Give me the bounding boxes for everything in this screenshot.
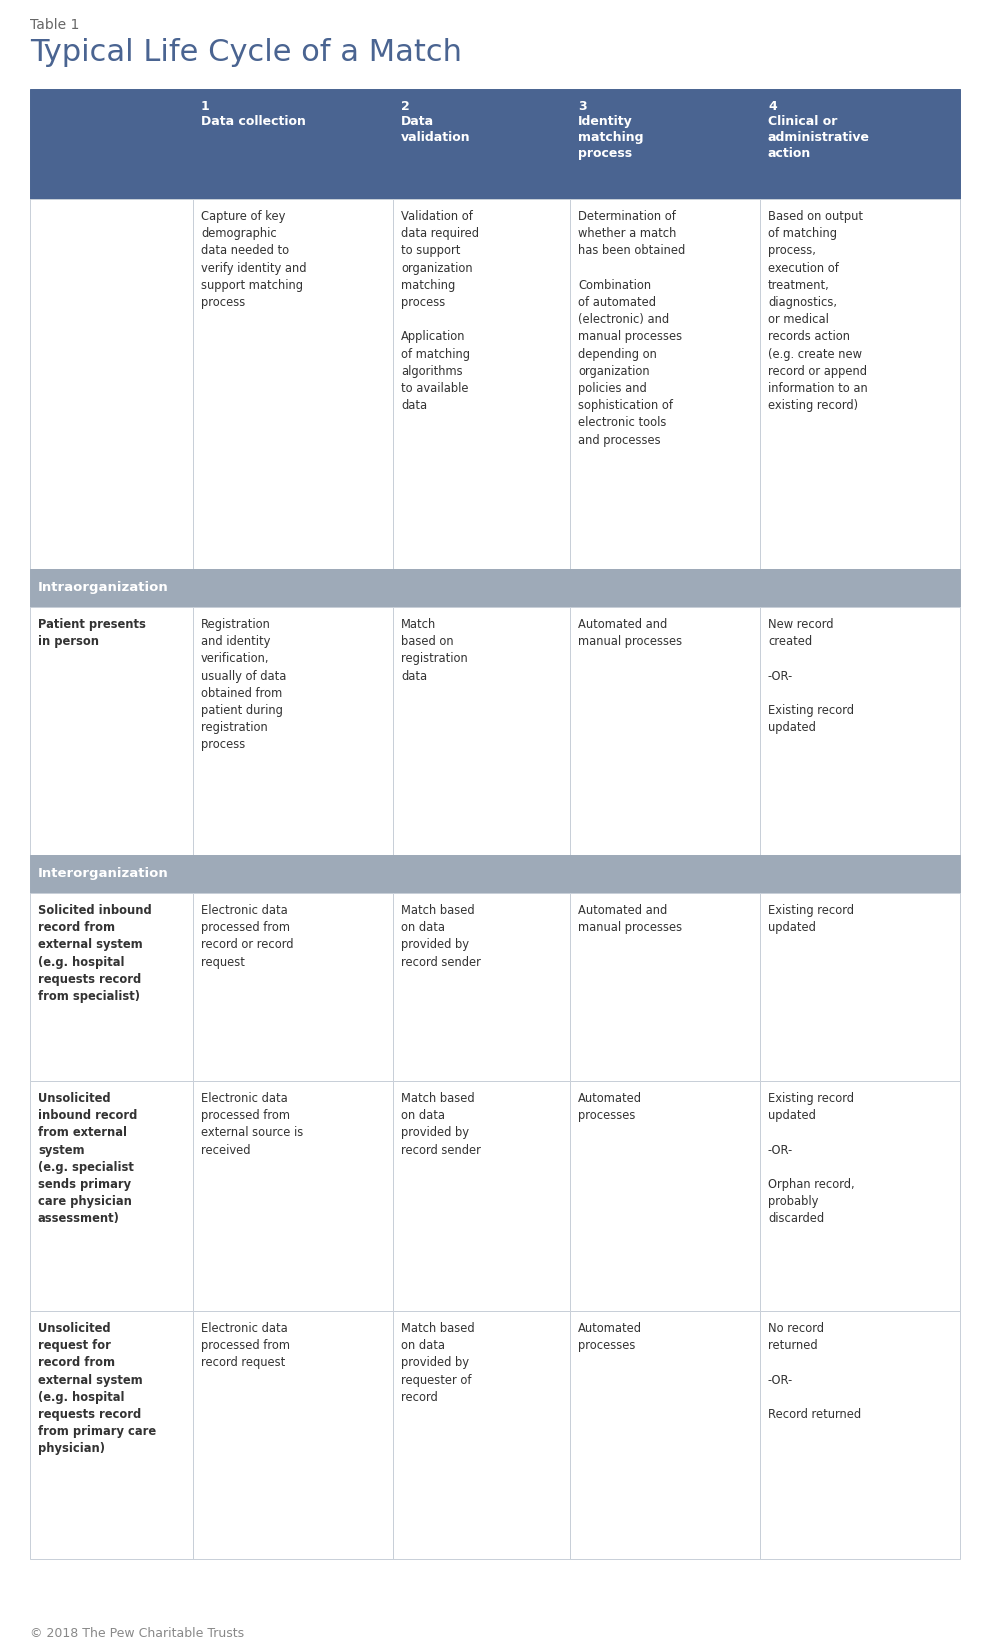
Text: Capture of key
demographic
data needed to
verify identity and
support matching
p: Capture of key demographic data needed t… — [201, 209, 307, 308]
Text: 2: 2 — [401, 101, 410, 114]
Text: New record
created

-OR-

Existing record
updated: New record created -OR- Existing record … — [768, 618, 854, 733]
Text: No record
returned

-OR-

Record returned: No record returned -OR- Record returned — [768, 1322, 861, 1421]
Text: Unsolicited
inbound record
from external
system
(e.g. specialist
sends primary
c: Unsolicited inbound record from external… — [38, 1091, 138, 1224]
Bar — [393, 1312, 570, 1559]
Text: 4: 4 — [768, 101, 777, 114]
Bar — [570, 1312, 760, 1559]
Text: Validation of
data required
to support
organization
matching
process

Applicatio: Validation of data required to support o… — [401, 209, 479, 412]
Text: Electronic data
processed from
record or record
request: Electronic data processed from record or… — [201, 903, 293, 967]
Text: Determination of
whether a match
has been obtained

Combination
of automated
(el: Determination of whether a match has bee… — [578, 209, 685, 447]
Text: Based on output
of matching
process,
execution of
treatment,
diagnostics,
or med: Based on output of matching process, exe… — [768, 209, 868, 412]
Text: © 2018 The Pew Charitable Trusts: © 2018 The Pew Charitable Trusts — [30, 1627, 245, 1640]
Bar — [193, 1312, 393, 1559]
Bar — [570, 1081, 760, 1312]
Text: Data
validation: Data validation — [401, 115, 470, 143]
Text: Table 1: Table 1 — [30, 18, 79, 31]
Bar — [760, 199, 960, 570]
Text: Automated
processes: Automated processes — [578, 1091, 642, 1122]
Bar — [30, 608, 193, 855]
Text: Existing record
updated

-OR-

Orphan record,
probably
discarded: Existing record updated -OR- Orphan reco… — [768, 1091, 854, 1224]
Text: Automated
processes: Automated processes — [578, 1322, 642, 1351]
Text: Electronic data
processed from
record request: Electronic data processed from record re… — [201, 1322, 290, 1368]
Bar — [30, 893, 193, 1081]
Text: Typical Life Cycle of a Match: Typical Life Cycle of a Match — [30, 38, 462, 68]
Text: Clinical or
administrative
action: Clinical or administrative action — [768, 115, 870, 160]
Bar — [393, 893, 570, 1081]
Text: Match based
on data
provided by
record sender: Match based on data provided by record s… — [401, 903, 481, 967]
Text: Automated and
manual processes: Automated and manual processes — [578, 618, 682, 648]
Text: Intraorganization: Intraorganization — [38, 582, 168, 595]
Text: 1: 1 — [201, 101, 210, 114]
Text: Data collection: Data collection — [201, 115, 306, 129]
Bar — [760, 608, 960, 855]
Bar — [760, 893, 960, 1081]
Text: Existing record
updated: Existing record updated — [768, 903, 854, 934]
Bar — [393, 608, 570, 855]
Text: Electronic data
processed from
external source is
received: Electronic data processed from external … — [201, 1091, 303, 1155]
Bar — [570, 91, 760, 199]
Text: 3: 3 — [578, 101, 587, 114]
Bar — [193, 608, 393, 855]
Bar — [760, 1312, 960, 1559]
Text: Match based
on data
provided by
record sender: Match based on data provided by record s… — [401, 1091, 481, 1155]
Bar — [393, 1081, 570, 1312]
Bar — [30, 1081, 193, 1312]
Text: Solicited inbound
record from
external system
(e.g. hospital
requests record
fro: Solicited inbound record from external s… — [38, 903, 151, 1002]
Bar — [570, 608, 760, 855]
Text: Identity
matching
process: Identity matching process — [578, 115, 644, 160]
Text: Match
based on
registration
data: Match based on registration data — [401, 618, 467, 682]
Bar — [393, 199, 570, 570]
Bar — [570, 893, 760, 1081]
Text: Patient presents
in person: Patient presents in person — [38, 618, 146, 648]
Bar — [393, 91, 570, 199]
Bar — [760, 1081, 960, 1312]
Bar — [30, 1312, 193, 1559]
Bar — [193, 199, 393, 570]
Bar — [193, 893, 393, 1081]
Text: Unsolicited
request for
record from
external system
(e.g. hospital
requests reco: Unsolicited request for record from exte… — [38, 1322, 156, 1455]
Bar — [760, 91, 960, 199]
Text: Interorganization: Interorganization — [38, 867, 168, 880]
Bar — [30, 91, 193, 199]
Bar — [193, 91, 393, 199]
Bar — [30, 199, 193, 570]
Bar — [30, 855, 960, 893]
Bar — [193, 1081, 393, 1312]
Text: Registration
and identity
verification,
usually of data
obtained from
patient du: Registration and identity verification, … — [201, 618, 286, 751]
Bar — [570, 199, 760, 570]
Bar — [30, 570, 960, 608]
Text: Match based
on data
provided by
requester of
record: Match based on data provided by requeste… — [401, 1322, 474, 1402]
Text: Automated and
manual processes: Automated and manual processes — [578, 903, 682, 934]
